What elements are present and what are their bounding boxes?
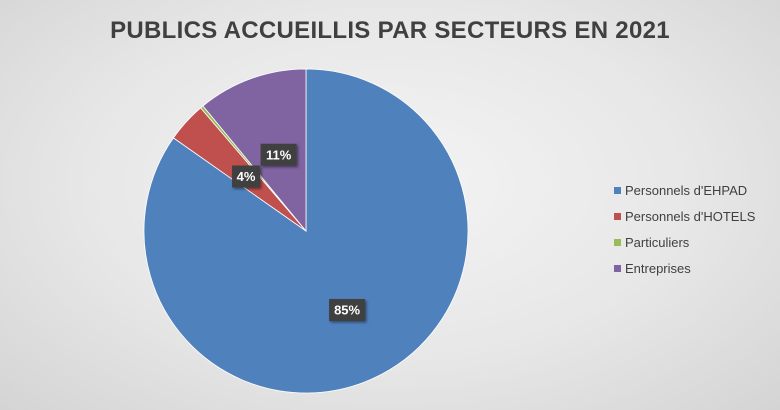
- legend-label: Entreprises: [625, 260, 691, 276]
- data-label-ehpad: 85%: [329, 299, 366, 322]
- legend-label: Personnels d'HOTELS: [625, 208, 756, 224]
- chart-title: PUBLICS ACCUEILLIS PAR SECTEURS EN 2021: [110, 17, 670, 44]
- data-label-box: [232, 165, 261, 188]
- legend-swatch: [614, 212, 621, 220]
- data-label-box: [260, 143, 297, 166]
- data-label-entreprises: 11%: [260, 143, 297, 166]
- legend-item: Particuliers: [614, 229, 755, 255]
- data-label-hotels: 4%: [232, 165, 261, 188]
- chart-legend: Personnels d'EHPAD Personnels d'HOTELS P…: [614, 177, 755, 281]
- data-label-text: 85%: [334, 303, 360, 318]
- legend-swatch: [614, 238, 621, 246]
- legend-item: Entreprises: [614, 255, 755, 281]
- legend-swatch: [614, 264, 621, 272]
- data-label-text: 4%: [237, 169, 256, 184]
- legend-label: Personnels d'EHPAD: [625, 182, 748, 198]
- data-label-text: 11%: [266, 147, 292, 162]
- legend-label: Particuliers: [625, 234, 690, 250]
- data-label-box: [329, 299, 366, 322]
- legend-item: Personnels d'EHPAD: [614, 177, 755, 203]
- legend-item: Personnels d'HOTELS: [614, 203, 755, 229]
- pie-slice-entreprises: [202, 68, 307, 233]
- legend-swatch: [614, 186, 621, 194]
